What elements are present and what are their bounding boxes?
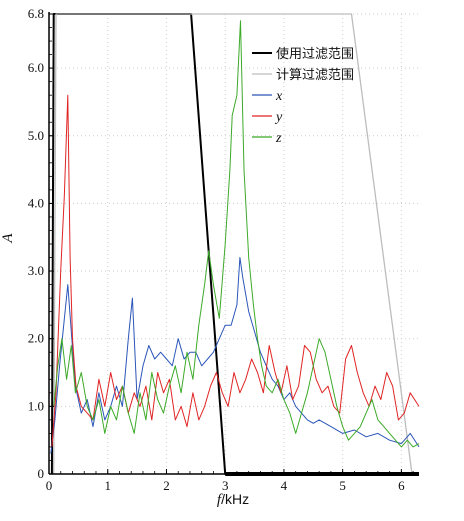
series-calc-filter-line (53, 13, 413, 475)
legend-label-z: z (275, 131, 282, 146)
y-axis-label: A (0, 233, 16, 244)
axis-titles: A f/kHz (0, 233, 249, 508)
series-y-line (51, 94, 420, 447)
y-tick-label-4: 4.0 (28, 195, 44, 210)
y-tick-label-0: 0 (38, 466, 45, 481)
x-tick-label-4: 4 (281, 478, 288, 493)
legend-label-y: y (274, 110, 283, 125)
x-axis-label-unit: /kHz (221, 491, 249, 507)
x-tick-label-1: 1 (104, 478, 111, 493)
dotted-grid (49, 13, 419, 474)
y-tick-label-6: 6.0 (28, 60, 44, 75)
x-axis-label: f/kHz (217, 491, 249, 508)
series-z-line (53, 20, 420, 448)
x-tick-label-2: 2 (163, 478, 170, 493)
series-layer (50, 13, 420, 476)
y-tick-label-3: 3.0 (28, 263, 44, 278)
series-use-filter-line (50, 13, 419, 475)
tick-labels: 0 1.0 2.0 3.0 4.0 5.0 6.0 6.8 0 1 2 3 4 5 6 (28, 6, 405, 493)
y-tick-label-2: 2.0 (28, 331, 44, 346)
y-tick-label-5: 5.0 (28, 128, 44, 143)
legend-label-calc-filter: 计算过滤范围 (276, 68, 354, 83)
x-tick-label-5: 5 (339, 478, 346, 493)
x-tick-label-0: 0 (46, 478, 53, 493)
series-x-line (50, 257, 420, 454)
y-tick-label-7: 6.8 (28, 6, 44, 21)
legend-label-x: x (275, 89, 283, 104)
x-axis-label-var: f (217, 492, 223, 508)
legend-label-use-filter: 使用过滤范围 (276, 46, 354, 62)
y-tick-label-1: 1.0 (28, 398, 44, 413)
axes (48, 12, 419, 475)
x-tick-label-6: 6 (398, 478, 405, 493)
x-tick-label-3: 3 (222, 478, 229, 493)
